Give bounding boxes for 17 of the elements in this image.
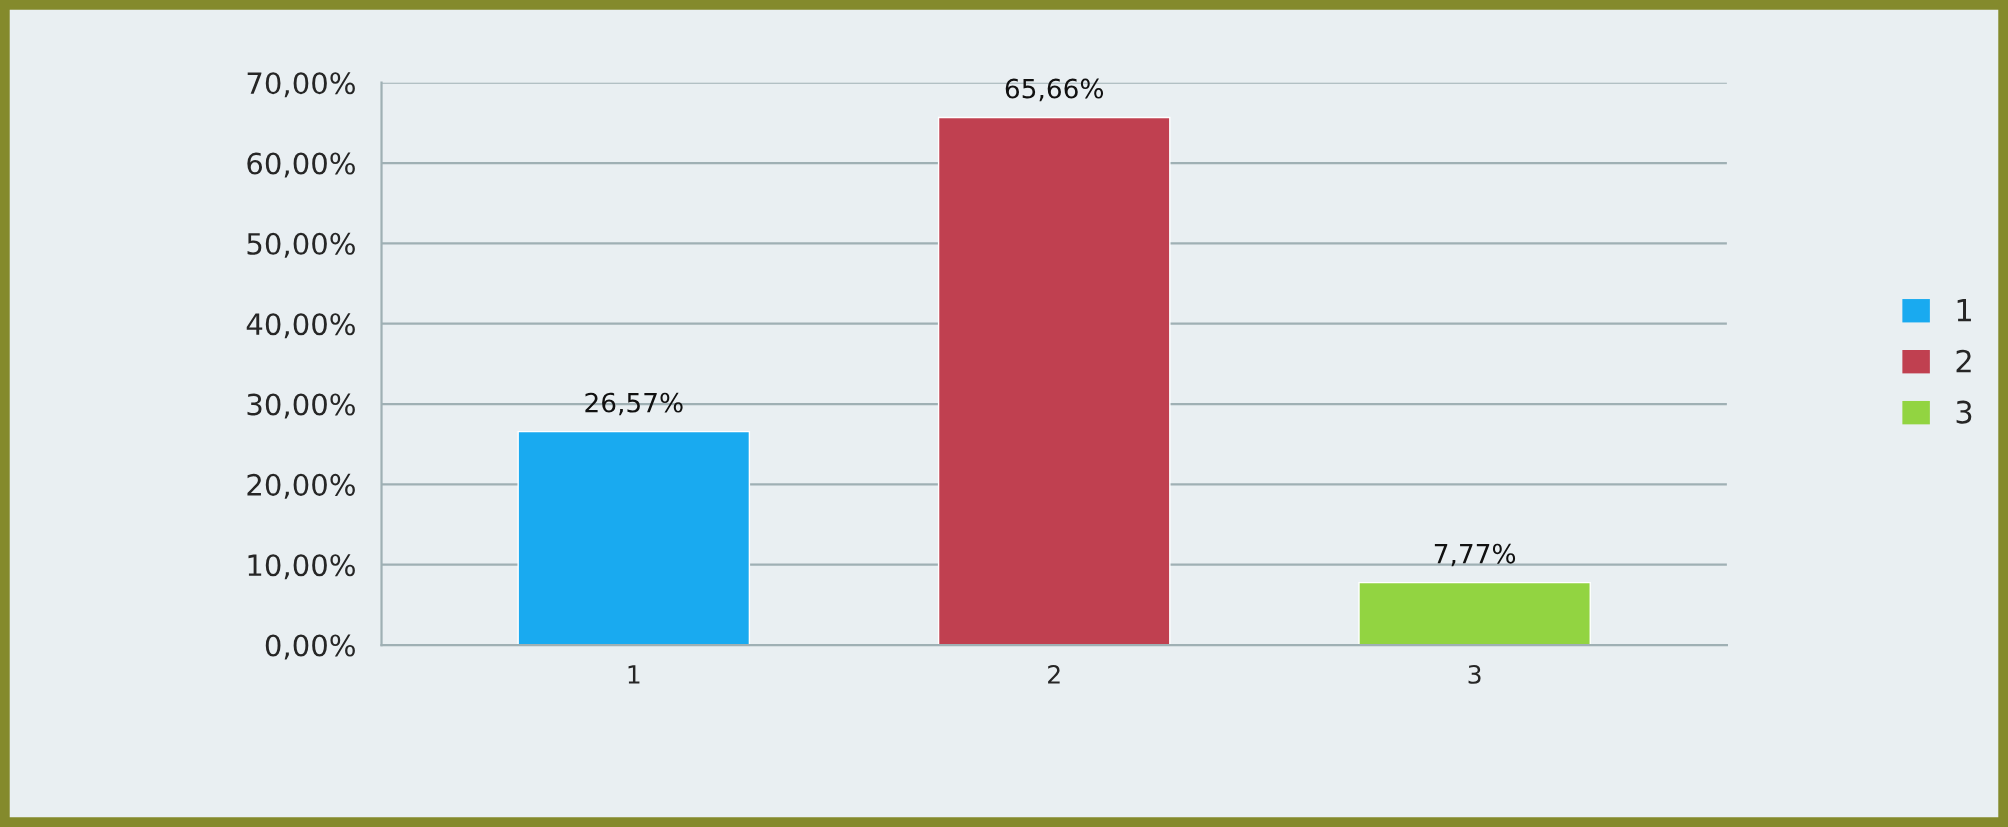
data-label: 7,77% [1434, 543, 1516, 567]
y-tick-label: 60,00% [247, 152, 355, 178]
x-tick-label: 2 [1048, 664, 1060, 684]
data-label: 65,66% [1005, 78, 1104, 102]
y-tick-label: 40,00% [246, 313, 355, 339]
y-tick-label: 50,00% [247, 232, 355, 258]
legend-label: 1 [1957, 299, 1971, 322]
data-label: 26,57% [585, 392, 683, 416]
y-tick-label: 20,00% [247, 473, 355, 499]
x-tick-label: 3 [1468, 664, 1481, 684]
legend-label: 2 [1956, 349, 1971, 373]
y-tick-label: 10,00% [248, 554, 355, 580]
x-tick-label: 1 [628, 665, 640, 684]
y-tick-label: 0,00% [265, 634, 355, 660]
y-tick-label: 70,00% [247, 72, 355, 98]
y-tick-label: 30,00% [247, 393, 355, 419]
legend-label: 3 [1956, 400, 1972, 424]
